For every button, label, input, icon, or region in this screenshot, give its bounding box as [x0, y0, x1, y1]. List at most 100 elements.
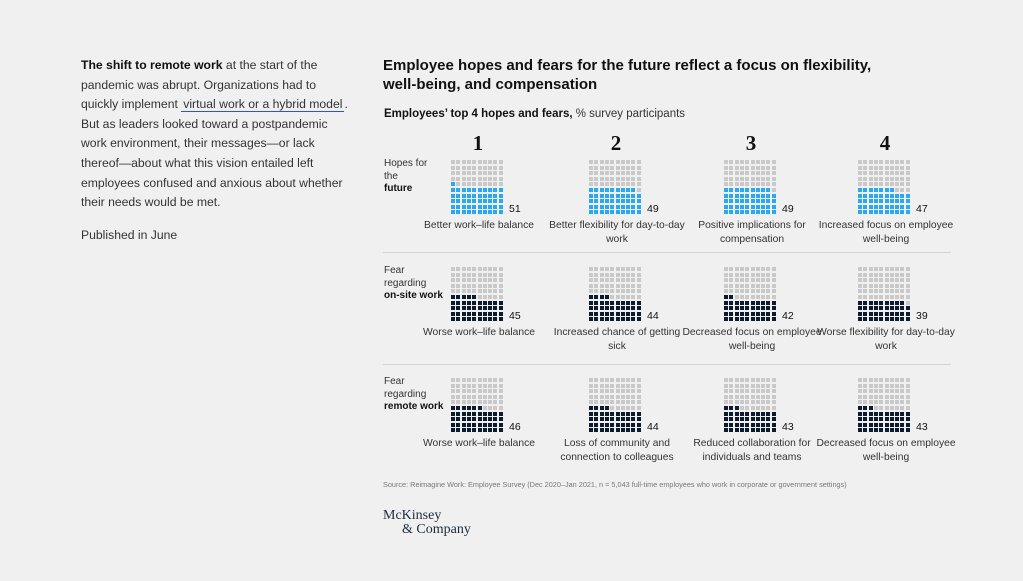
waffle-cell-filled — [604, 422, 609, 427]
waffle-cell-empty — [724, 389, 728, 394]
waffle-cell-filled — [858, 199, 862, 204]
waffle-cell-empty — [477, 378, 482, 382]
intro-text-a: at the start of the pandemic was abrupt.… — [81, 58, 318, 112]
row-label: Fear regarding remote work — [384, 376, 444, 414]
waffle-cell-filled — [863, 417, 868, 422]
waffle-cell-filled — [879, 417, 884, 422]
waffle-cell-filled — [477, 406, 482, 410]
waffle-cell-empty — [620, 383, 625, 388]
waffle-cell-filled — [761, 188, 766, 192]
waffle-cell-empty — [482, 176, 487, 181]
waffle-cell-filled — [879, 428, 884, 433]
waffle-cell-empty — [493, 295, 498, 299]
waffle-cell-filled — [488, 417, 493, 422]
waffle-cell-filled — [766, 306, 771, 311]
waffle-cell-empty — [461, 400, 466, 405]
waffle-cell-empty — [863, 295, 868, 299]
waffle-cell-empty — [610, 278, 615, 283]
waffle-cell-filled — [456, 422, 461, 427]
hybrid-model-link[interactable]: virtual work or a hybrid model — [181, 97, 345, 113]
waffle-cell-empty — [636, 394, 641, 399]
waffle-cell-empty — [493, 394, 498, 399]
waffle-cell-filled — [472, 311, 477, 316]
waffle-cell-filled — [895, 199, 900, 204]
waffle-cell-filled — [498, 193, 503, 198]
waffle-cell-filled — [615, 428, 620, 433]
waffle-cell-empty — [750, 389, 755, 394]
intro-lead: The shift to remote work — [81, 58, 223, 72]
waffle-cell-empty — [889, 406, 894, 410]
waffle-cell-empty — [873, 383, 878, 388]
waffle-cell-filled — [884, 422, 889, 427]
waffle-cell-filled — [599, 317, 604, 322]
waffle-cell-empty — [750, 165, 755, 170]
waffle-cell-filled — [761, 306, 766, 311]
waffle-cell-filled — [729, 317, 734, 322]
waffle-cell-filled — [493, 317, 498, 322]
waffle-cell-filled — [729, 428, 734, 433]
waffle-cell-empty — [620, 165, 625, 170]
waffle-cell-empty — [456, 165, 461, 170]
waffle-cell-empty — [766, 283, 771, 288]
waffle-cell-filled — [636, 306, 641, 311]
waffle-cell-filled — [456, 295, 461, 299]
row-label: Fear regarding on-site work — [384, 265, 444, 303]
waffle-cell-empty — [589, 278, 593, 283]
waffle-cell-filled — [868, 311, 873, 316]
waffle-cell-filled — [488, 428, 493, 433]
waffle-cell-empty — [761, 406, 766, 410]
waffle-cell-empty — [729, 383, 734, 388]
waffle-cell-empty — [761, 389, 766, 394]
row-label-bold: remote work — [384, 401, 444, 412]
waffle-cell-filled — [472, 428, 477, 433]
waffle-cell-filled — [604, 428, 609, 433]
waffle-cell-empty — [884, 165, 889, 170]
waffle-cell-empty — [755, 295, 760, 299]
logo-line1: McKinsey — [383, 508, 442, 523]
waffle-cell-filled — [604, 311, 609, 316]
waffle-cell-empty — [451, 389, 455, 394]
waffle-cell-empty — [873, 289, 878, 294]
waffle-cell-empty — [745, 383, 750, 388]
waffle-cell-filled — [734, 406, 739, 410]
waffle-cell-filled — [456, 311, 461, 316]
waffle-cell-filled — [610, 210, 615, 215]
waffle-cell-filled — [472, 411, 477, 416]
waffle-cell-filled — [589, 411, 593, 416]
logo-line2: & Company — [402, 522, 471, 537]
waffle-cell-empty — [863, 378, 868, 382]
waffle-cell-empty — [734, 394, 739, 399]
waffle-cell-empty — [873, 394, 878, 399]
waffle-cell-empty — [461, 176, 466, 181]
waffle-cell-empty — [868, 182, 873, 187]
waffle-cell-filled — [858, 417, 862, 422]
waffle-cell-empty — [884, 272, 889, 277]
waffle-cell-empty — [466, 383, 471, 388]
data-value: 43 — [782, 421, 794, 433]
waffle-cell-filled — [604, 199, 609, 204]
waffle-cell-empty — [858, 400, 862, 405]
waffle-cell-empty — [750, 406, 755, 410]
waffle-cell-filled — [461, 210, 466, 215]
waffle-cell-empty — [895, 400, 900, 405]
waffle-cell-empty — [900, 378, 905, 382]
waffle-cell-empty — [761, 400, 766, 405]
waffle-cell-empty — [488, 406, 493, 410]
waffle-cell-filled — [863, 193, 868, 198]
waffle-cell-empty — [900, 188, 905, 192]
waffle-cell-empty — [493, 160, 498, 164]
waffle-cell-empty — [451, 289, 455, 294]
waffle-cell-filled — [615, 417, 620, 422]
waffle-cell-filled — [599, 428, 604, 433]
waffle-cell-empty — [626, 394, 631, 399]
waffle-cell-empty — [482, 383, 487, 388]
waffle-cell-filled — [636, 428, 641, 433]
data-value: 49 — [782, 203, 794, 215]
waffle-cell-empty — [620, 389, 625, 394]
waffle-cell-filled — [477, 306, 482, 311]
waffle-cell-filled — [461, 306, 466, 311]
waffle-cell-empty — [493, 389, 498, 394]
waffle-cell-empty — [724, 267, 728, 271]
waffle-cell-empty — [604, 283, 609, 288]
waffle-cell-empty — [766, 378, 771, 382]
